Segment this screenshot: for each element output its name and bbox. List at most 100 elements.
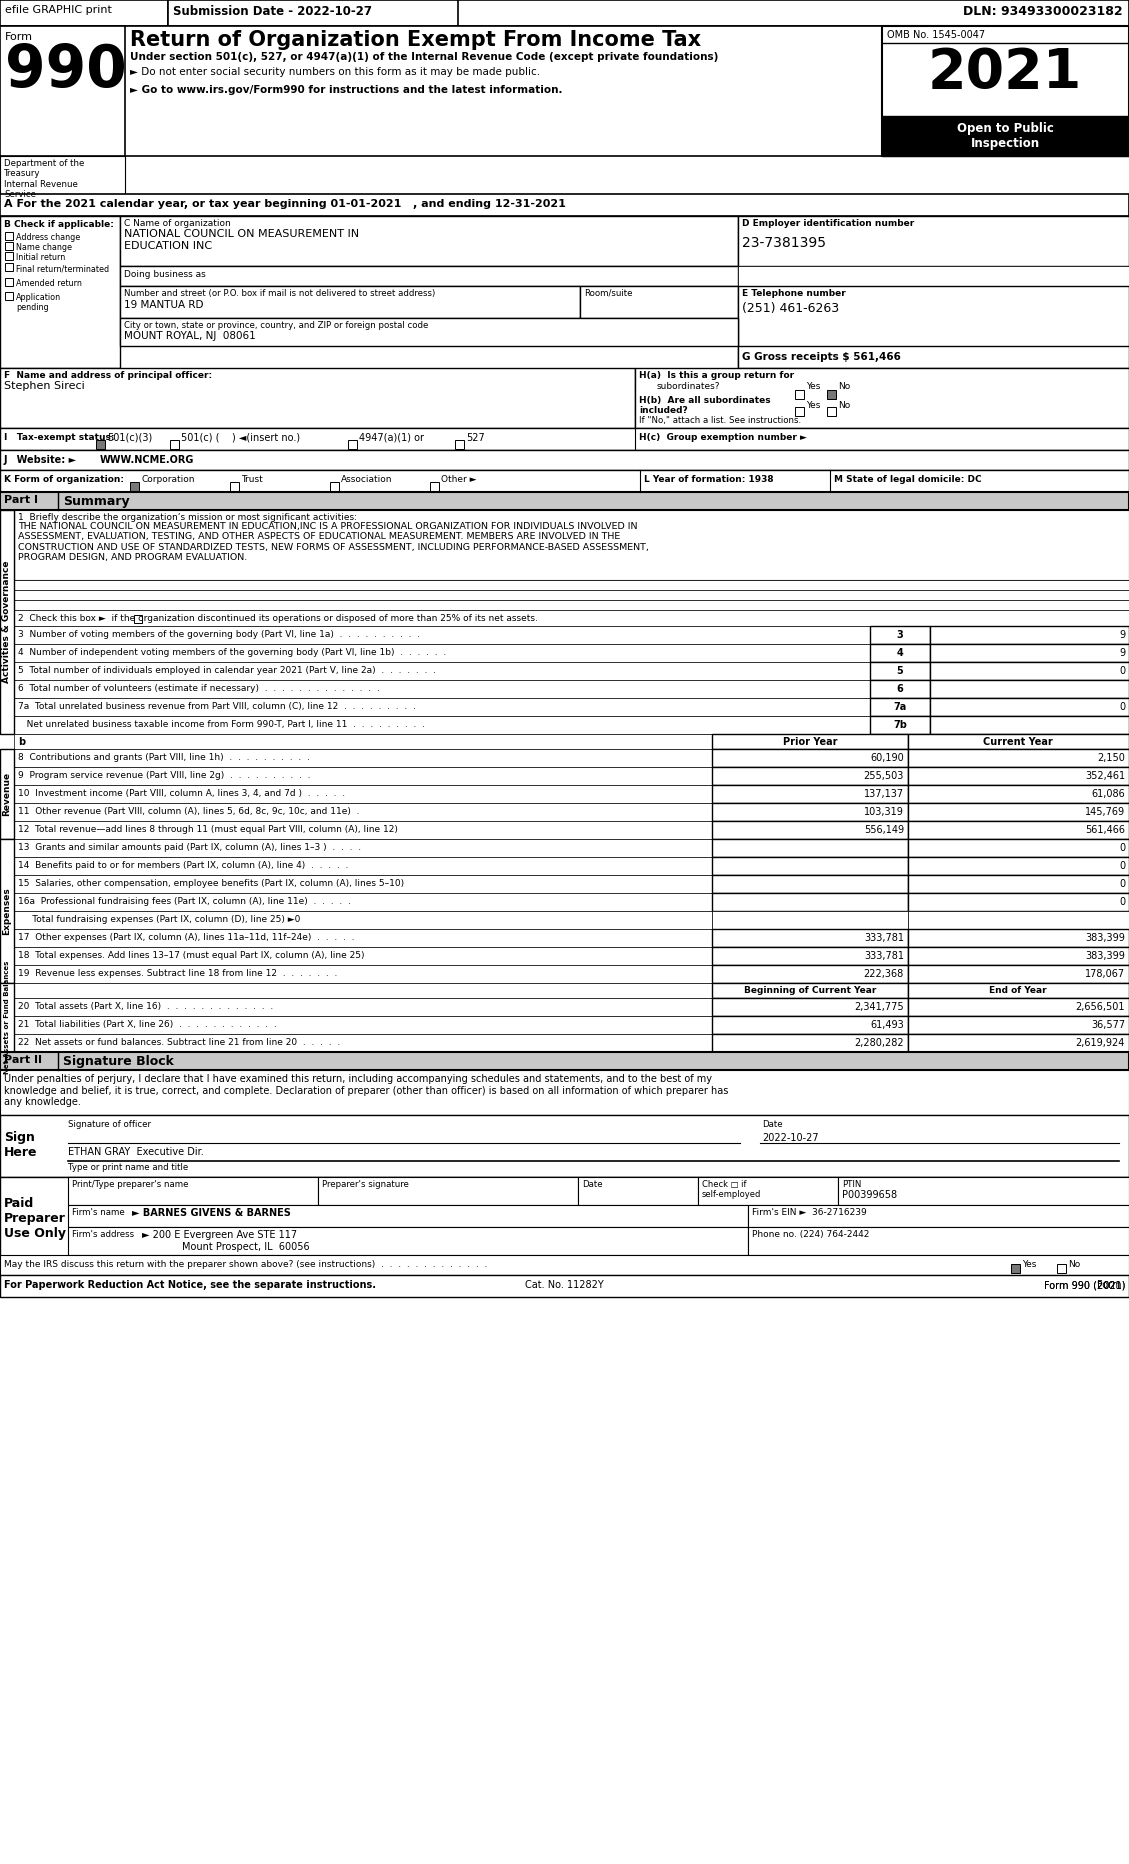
Text: 19 MANTUA RD: 19 MANTUA RD <box>124 300 203 309</box>
Bar <box>712 749 908 766</box>
Text: 61,493: 61,493 <box>870 1020 904 1031</box>
Bar <box>14 947 712 966</box>
Text: Signature of officer: Signature of officer <box>68 1120 151 1130</box>
Text: 2  Check this box ►  if the organization discontinued its operations or disposed: 2 Check this box ► if the organization d… <box>18 613 537 623</box>
Bar <box>14 591 1129 600</box>
Bar <box>930 643 1129 662</box>
Text: B Check if applicable:: B Check if applicable: <box>5 220 114 229</box>
Text: End of Year: End of Year <box>989 986 1047 995</box>
Bar <box>712 785 908 803</box>
Bar <box>738 285 1129 367</box>
Text: 19  Revenue less expenses. Subtract line 18 from line 12  .  .  .  .  .  .  .: 19 Revenue less expenses. Subtract line … <box>18 969 338 979</box>
Text: 18  Total expenses. Add lines 13–17 (must equal Part IX, column (A), line 25): 18 Total expenses. Add lines 13–17 (must… <box>18 951 365 960</box>
Text: City or town, state or province, country, and ZIP or foreign postal code: City or town, state or province, country… <box>124 321 428 330</box>
Bar <box>14 893 712 911</box>
Text: 4: 4 <box>896 649 903 658</box>
Text: 2,150: 2,150 <box>1097 753 1124 762</box>
Bar <box>908 734 1129 749</box>
Text: WWW.NCME.ORG: WWW.NCME.ORG <box>100 455 194 464</box>
Bar <box>14 766 712 785</box>
Text: Date: Date <box>583 1180 603 1189</box>
Bar <box>5 242 14 250</box>
Text: 333,781: 333,781 <box>864 951 904 962</box>
Bar <box>0 0 1129 26</box>
Text: 23-7381395: 23-7381395 <box>742 237 826 250</box>
Text: 0: 0 <box>1119 880 1124 889</box>
Text: NATIONAL COUNCIL ON MEASUREMENT IN
EDUCATION INC: NATIONAL COUNCIL ON MEASUREMENT IN EDUCA… <box>124 229 359 250</box>
Bar <box>14 749 712 766</box>
Text: Department of the
Treasury
Internal Revenue
Service: Department of the Treasury Internal Reve… <box>5 158 85 199</box>
Text: Current Year: Current Year <box>983 736 1053 747</box>
Bar <box>870 643 930 662</box>
Text: 36,577: 36,577 <box>1091 1020 1124 1031</box>
Bar <box>908 966 1129 982</box>
Text: 20  Total assets (Part X, line 16)  .  .  .  .  .  .  .  .  .  .  .  .  .: 20 Total assets (Part X, line 16) . . . … <box>18 1003 273 1010</box>
Bar <box>330 483 339 490</box>
Text: 4947(a)(1) or: 4947(a)(1) or <box>359 432 425 444</box>
Text: Final return/terminated: Final return/terminated <box>16 265 110 272</box>
Bar <box>430 483 439 490</box>
Text: 2,656,501: 2,656,501 <box>1076 1003 1124 1012</box>
Bar <box>14 803 712 820</box>
Bar <box>68 1176 318 1204</box>
Bar <box>712 966 908 982</box>
Bar <box>0 1051 1129 1070</box>
Bar <box>870 680 930 697</box>
Bar <box>870 626 930 643</box>
Bar <box>828 406 835 416</box>
Bar <box>908 997 1129 1016</box>
Bar <box>14 997 712 1016</box>
Text: 5: 5 <box>896 665 903 677</box>
Bar <box>120 285 580 319</box>
Text: b: b <box>18 736 25 747</box>
Text: 22  Net assets or fund balances. Subtract line 21 from line 20  .  .  .  .  .: 22 Net assets or fund balances. Subtract… <box>18 1038 340 1048</box>
Bar <box>14 511 1129 580</box>
Text: 0: 0 <box>1119 897 1124 908</box>
Text: DLN: 93493300023182: DLN: 93493300023182 <box>963 6 1123 19</box>
Text: Sign
Here: Sign Here <box>5 1131 37 1159</box>
Bar <box>908 857 1129 874</box>
Bar <box>14 662 870 680</box>
Bar <box>14 966 712 982</box>
Text: 527: 527 <box>466 432 484 444</box>
Text: Phone no. (224) 764-2442: Phone no. (224) 764-2442 <box>752 1230 869 1240</box>
Text: Cat. No. 11282Y: Cat. No. 11282Y <box>525 1281 603 1290</box>
Bar <box>0 157 125 194</box>
Bar <box>870 716 930 734</box>
Bar <box>908 820 1129 839</box>
Text: 8  Contributions and grants (Part VIII, line 1h)  .  .  .  .  .  .  .  .  .  .: 8 Contributions and grants (Part VIII, l… <box>18 753 309 762</box>
Text: 556,149: 556,149 <box>864 826 904 835</box>
Bar <box>749 1204 1129 1227</box>
Bar <box>870 662 930 680</box>
Text: Preparer's signature: Preparer's signature <box>322 1180 409 1189</box>
Bar <box>908 893 1129 911</box>
Bar <box>712 803 908 820</box>
Text: H(a)  Is this a group return for: H(a) Is this a group return for <box>639 371 794 380</box>
Text: 17  Other expenses (Part IX, column (A), lines 11a–11d, 11f–24e)  .  .  .  .  .: 17 Other expenses (Part IX, column (A), … <box>18 934 355 941</box>
Bar <box>0 470 1129 492</box>
Text: Type or print name and title: Type or print name and title <box>68 1163 189 1172</box>
Text: J   Website: ►: J Website: ► <box>5 455 77 464</box>
Text: May the IRS discuss this return with the preparer shown above? (see instructions: May the IRS discuss this return with the… <box>5 1260 488 1269</box>
Bar <box>14 610 1129 626</box>
Bar <box>14 928 712 947</box>
Text: THE NATIONAL COUNCIL ON MEASUREMENT IN EDUCATION,INC IS A PROFESSIONAL ORGANIZAT: THE NATIONAL COUNCIL ON MEASUREMENT IN E… <box>18 522 649 563</box>
Bar <box>712 820 908 839</box>
Bar <box>1010 1264 1019 1273</box>
Text: No: No <box>838 401 850 410</box>
Text: Return of Organization Exempt From Income Tax: Return of Organization Exempt From Incom… <box>130 30 701 50</box>
Bar <box>0 749 14 839</box>
Text: Date: Date <box>762 1120 782 1130</box>
Text: Total fundraising expenses (Part IX, column (D), line 25) ►0: Total fundraising expenses (Part IX, col… <box>18 915 300 925</box>
Bar <box>580 285 738 319</box>
Text: Prior Year: Prior Year <box>782 736 838 747</box>
Text: Revenue: Revenue <box>2 772 11 816</box>
Bar <box>0 26 125 157</box>
Text: Expenses: Expenses <box>2 887 11 936</box>
Text: 7b: 7b <box>893 720 907 731</box>
Bar <box>882 116 1129 157</box>
Text: 14  Benefits paid to or for members (Part IX, column (A), line 4)  .  .  .  .  .: 14 Benefits paid to or for members (Part… <box>18 861 349 870</box>
Bar <box>455 440 464 449</box>
Bar <box>14 1035 712 1051</box>
Bar <box>14 697 870 716</box>
